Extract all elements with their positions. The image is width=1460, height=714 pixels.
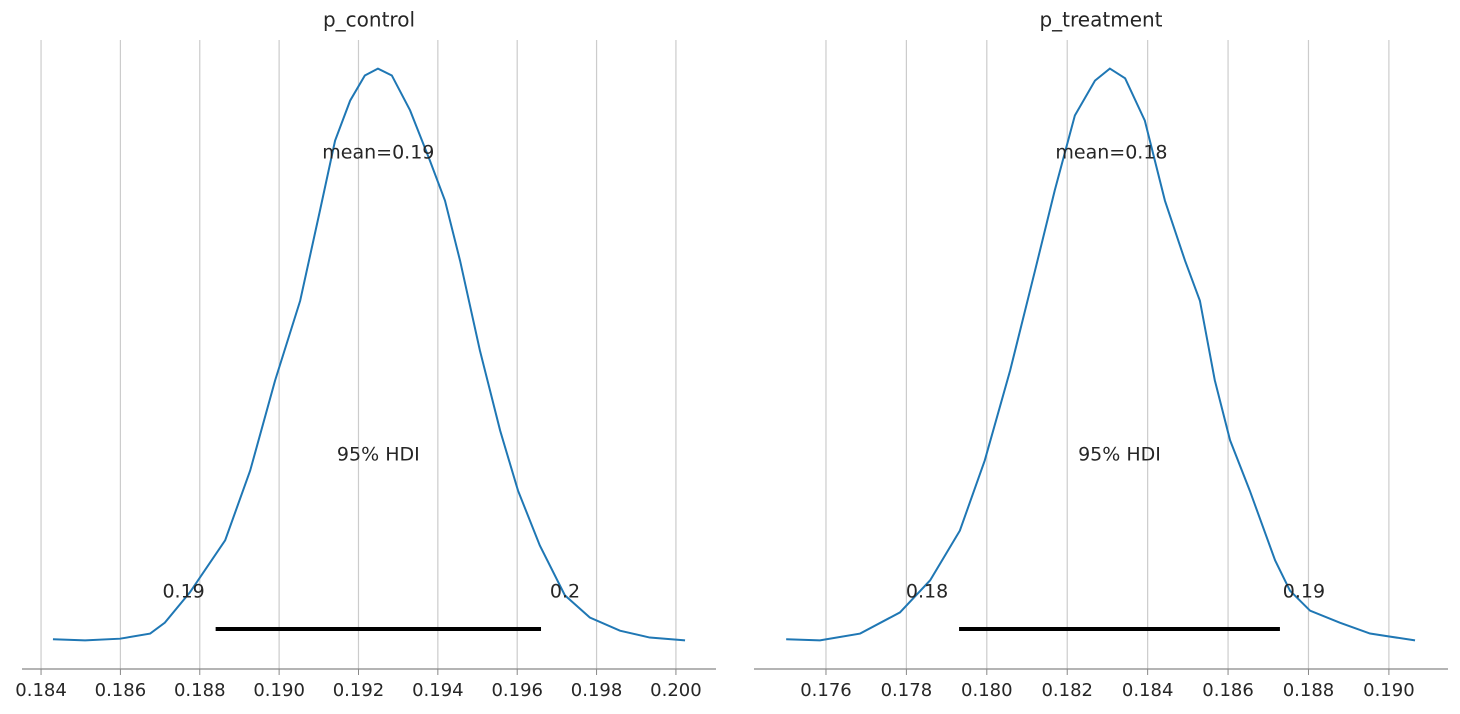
mean-label: mean=0.19 bbox=[322, 142, 434, 164]
x-tick-label: 0.180 bbox=[961, 680, 1013, 701]
x-tick-label: 0.176 bbox=[800, 680, 852, 701]
panel-title: p_control bbox=[323, 8, 415, 32]
x-tick-label: 0.186 bbox=[95, 680, 147, 701]
density-line bbox=[786, 67, 1416, 642]
hdi-low-label: 0.18 bbox=[906, 581, 948, 603]
x-tick-label: 0.194 bbox=[412, 680, 464, 701]
x-tick-label: 0.198 bbox=[571, 680, 623, 701]
density-line bbox=[52, 67, 686, 642]
hdi-label: 95% HDI bbox=[337, 444, 420, 466]
x-tick-label: 0.200 bbox=[650, 680, 702, 701]
hdi-label: 95% HDI bbox=[1078, 444, 1161, 466]
x-tick-label: 0.190 bbox=[253, 680, 305, 701]
hdi-high-label: 0.2 bbox=[550, 581, 580, 603]
hdi-high-label: 0.19 bbox=[1283, 581, 1325, 603]
x-tick-label: 0.190 bbox=[1363, 680, 1415, 701]
mean-label: mean=0.18 bbox=[1055, 142, 1167, 164]
x-tick-label: 0.182 bbox=[1041, 680, 1093, 701]
x-tick-label: 0.178 bbox=[881, 680, 933, 701]
x-tick-label: 0.188 bbox=[174, 680, 226, 701]
x-tick-label: 0.192 bbox=[333, 680, 385, 701]
panel-title: p_treatment bbox=[1039, 8, 1162, 32]
x-tick-label: 0.186 bbox=[1202, 680, 1254, 701]
x-tick-label: 0.188 bbox=[1283, 680, 1335, 701]
x-tick-label: 0.196 bbox=[491, 680, 543, 701]
hdi-low-label: 0.19 bbox=[162, 581, 204, 603]
x-tick-label: 0.184 bbox=[1122, 680, 1174, 701]
x-tick-label: 0.184 bbox=[15, 680, 67, 701]
